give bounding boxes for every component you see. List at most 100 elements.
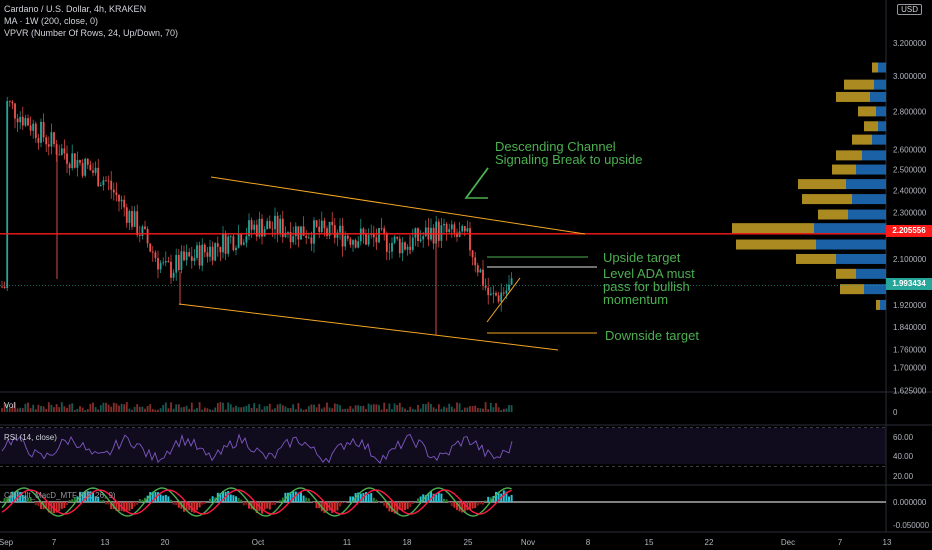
- volume-bar: [60, 402, 63, 412]
- time-tick-label: 7: [52, 538, 57, 547]
- macd-histogram-bar: [326, 502, 328, 512]
- macd-histogram-bar: [185, 502, 188, 511]
- volume-bar: [344, 408, 347, 412]
- macd-histogram-bar: [385, 502, 388, 509]
- time-axis: Sep 7 13 20 Oct 11 18 25 Nov 8 15 22 Dec 7 13: [0, 538, 892, 547]
- candle-body: [474, 257, 477, 266]
- candle-body: [424, 227, 427, 237]
- candle-body: [489, 293, 492, 296]
- macd-histogram-bar: [89, 491, 92, 502]
- volume-bar: [482, 408, 484, 412]
- volume-bar: [63, 406, 66, 412]
- volume-bar: [58, 407, 61, 412]
- candle-body: [68, 163, 71, 169]
- volume-bar: [432, 407, 435, 412]
- volume-bar: [214, 407, 217, 412]
- candle-body: [188, 252, 191, 257]
- volume-bar: [352, 408, 354, 412]
- candle-body: [375, 237, 378, 243]
- ma-indicator-label: MA · 1W (200, close, 0): [4, 16, 99, 26]
- macd-histogram-bar: [58, 502, 61, 512]
- candle-body: [24, 118, 27, 126]
- macd-histogram-bar: [435, 494, 438, 502]
- macd-histogram-bar: [406, 502, 409, 510]
- volume-bar: [50, 404, 53, 412]
- volume-bar: [274, 408, 276, 412]
- volume-bar: [276, 404, 279, 412]
- volume-bar: [370, 404, 373, 412]
- price-tick-label: 3.200000: [893, 39, 927, 48]
- macd-histogram-bar: [71, 499, 74, 502]
- vpvr-indicator-label: VPVR (Number Of Rows, 24, Up/Down, 70): [4, 28, 179, 38]
- candle-body: [248, 220, 250, 237]
- candle-body: [227, 236, 230, 254]
- macd-histogram-bar: [456, 502, 458, 510]
- macd-histogram-bar: [279, 500, 282, 502]
- volume-bar: [66, 407, 68, 412]
- candle-body: [201, 244, 204, 266]
- volume-bar: [378, 404, 380, 412]
- time-tick-label: 13: [101, 538, 110, 547]
- volume-bar: [414, 409, 417, 412]
- volume-bar: [349, 406, 352, 412]
- macd-histogram-bar: [193, 502, 196, 513]
- volume-bar: [53, 407, 55, 412]
- candle-body: [193, 257, 196, 261]
- time-tick-label: 25: [464, 538, 473, 547]
- candle-body: [240, 234, 243, 245]
- macd-histogram-bar: [92, 491, 94, 502]
- volume-bar: [383, 402, 386, 412]
- macd-histogram-bar: [393, 502, 396, 514]
- candle-body: [214, 243, 217, 261]
- candle-body: [84, 158, 87, 176]
- macd-histogram-bar: [479, 502, 482, 505]
- volume-bar: [427, 402, 430, 412]
- volume-bar: [34, 409, 37, 412]
- candle-body: [463, 226, 466, 232]
- macd-histogram-bar: [6, 497, 9, 502]
- currency-badge[interactable]: USD: [897, 4, 922, 15]
- volume-bar: [435, 408, 438, 412]
- price-tick-label: 2.100000: [893, 255, 927, 264]
- candle-body: [339, 225, 341, 233]
- volume-bar: [495, 403, 497, 412]
- volume-bar: [315, 407, 318, 412]
- volume-bar: [466, 407, 469, 412]
- macd-histogram-bar: [240, 499, 243, 502]
- macd-histogram-bar: [445, 499, 448, 502]
- candle-body: [27, 118, 29, 126]
- time-tick-label: 8: [586, 538, 591, 547]
- macd-histogram-bar: [170, 499, 172, 502]
- candle-body: [328, 221, 331, 236]
- candle-body: [185, 252, 188, 261]
- volume-bar: [149, 404, 152, 412]
- volume-bar: [289, 408, 292, 412]
- volume-bar: [508, 404, 510, 412]
- macd-histogram-bar: [81, 492, 84, 502]
- candle-body: [50, 132, 53, 147]
- volume-bar: [159, 408, 162, 412]
- drawings: [0, 167, 932, 351]
- volume-bar: [190, 402, 193, 412]
- candle-body: [71, 153, 74, 169]
- candle-body: [406, 246, 409, 250]
- candle-body: [263, 229, 266, 237]
- volume-bar: [404, 408, 406, 412]
- volume-bar: [487, 409, 490, 412]
- volume-bar: [357, 405, 360, 412]
- volume-bar: [27, 402, 29, 412]
- candle-body: [107, 180, 110, 182]
- volume-bar: [133, 406, 136, 412]
- candle-body: [445, 223, 448, 233]
- vpvr-down-bar: [796, 253, 836, 264]
- volume-bar: [336, 403, 339, 412]
- candle-body: [261, 218, 263, 237]
- candle-body: [302, 226, 305, 236]
- macd-histogram-bar: [461, 502, 464, 513]
- macd-histogram-bar: [115, 502, 118, 511]
- candle-body: [396, 236, 399, 239]
- price-tick-label: 1.840000: [893, 323, 927, 332]
- volume-bar: [385, 408, 388, 412]
- macd-histogram-bar: [443, 498, 445, 502]
